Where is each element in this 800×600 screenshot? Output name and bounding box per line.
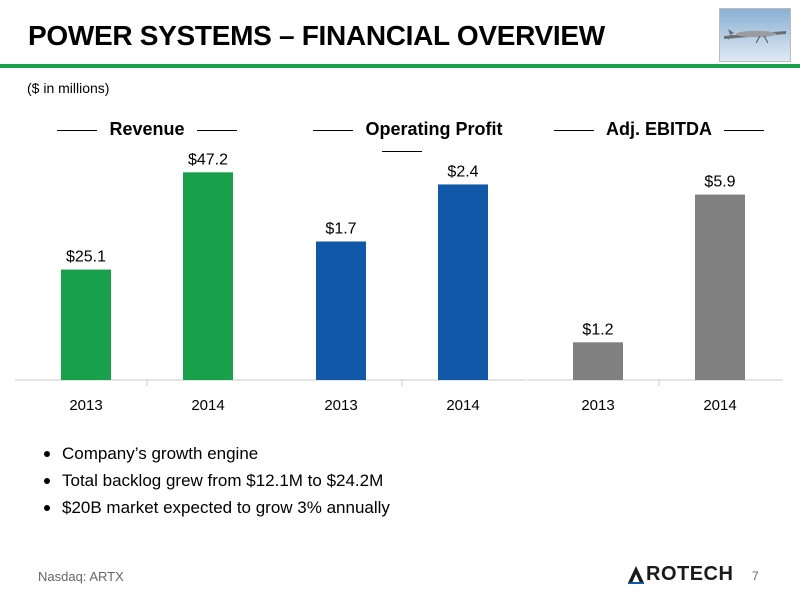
x-tick-label: 2014 [446,397,479,414]
title-rule-left [554,129,594,131]
chart-title-text: Revenue [109,119,185,139]
bullet-list: Company’s growth engine Total backlog gr… [40,440,390,521]
chart-title: Revenue [15,119,279,140]
title-rule-right [382,150,422,152]
x-tick-label: 2013 [324,397,357,414]
chart-svg: $25.1 2013 $47.2 2014 [15,151,271,414]
data-label: $1.2 [582,321,613,338]
chart-svg: $1.7 2013 $2.4 2014 [270,163,526,414]
title-rule-left [313,129,354,131]
page-number: 7 [752,569,759,583]
bullet-item: Company’s growth engine [40,440,390,467]
data-label: $47.2 [188,151,228,168]
title-rule-right [196,129,237,131]
chart-title: Operating Profit [270,119,534,161]
chart-revenue: Revenue $25.1 2013 $47.2 2014 [15,115,279,430]
chart-title: Adj. EBITDA [527,119,791,140]
bar-2013 [316,241,366,380]
chart-svg: $1.2 2013 $5.9 2014 [527,174,783,414]
logo-text: ROTECH [646,562,734,585]
chart-operating-profit: Operating Profit $1.7 2013 $2.4 2014 [270,115,534,430]
bar-2014 [695,194,745,380]
title-rule-right [724,129,764,131]
bullet-item: $20B market expected to grow 3% annually [40,494,390,521]
bar-2014 [183,172,233,380]
chart-adj-ebitda: Adj. EBITDA $1.2 2013 $5.9 2014 [527,115,791,430]
bar-2013 [61,269,111,380]
bar-2014 [438,184,488,380]
x-tick-label: 2013 [581,397,614,414]
bar-2013 [573,342,623,380]
bullet-item: Total backlog grew from $12.1M to $24.2M [40,467,390,494]
data-label: $2.4 [447,163,478,180]
chevron-up-icon [628,566,644,584]
data-label: $25.1 [66,249,106,266]
title-rule-left [57,129,98,131]
company-logo: ROTECH [626,562,733,586]
x-tick-label: 2014 [191,397,224,414]
chart-title-text: Operating Profit [365,119,503,139]
ticker-footer: Nasdaq: ARTX [38,569,124,584]
x-tick-label: 2013 [69,397,102,414]
data-label: $5.9 [704,174,735,191]
units-note: ($ in millions) [27,80,110,96]
slide-title: POWER SYSTEMS – FINANCIAL OVERVIEW [28,20,605,51]
x-tick-label: 2014 [703,397,736,414]
chart-title-text: Adj. EBITDA [606,119,712,139]
drone-aircraft-icon [719,8,791,62]
data-label: $1.7 [325,220,356,237]
title-rule [0,64,800,68]
